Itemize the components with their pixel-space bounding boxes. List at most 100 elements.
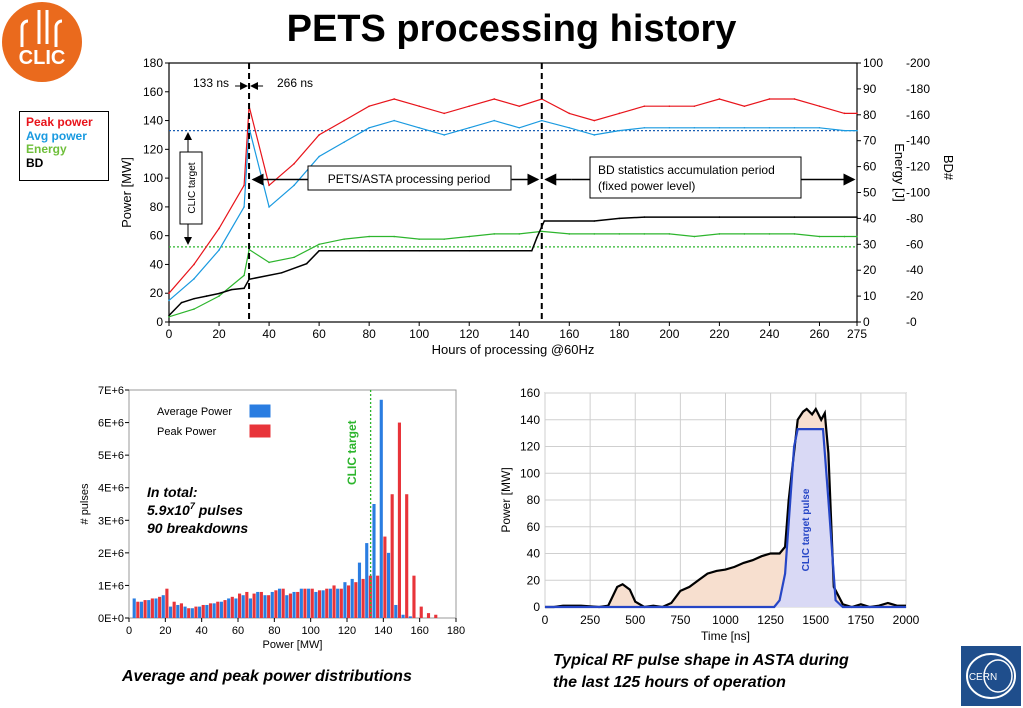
bd-series-point [856, 216, 858, 218]
hist-y-tick-label: 1E+6 [98, 580, 124, 592]
energy-series-point [593, 233, 596, 235]
y-tick-label: 40 [150, 257, 164, 271]
hist-bar-average [205, 604, 209, 618]
bd-series-point [543, 220, 546, 222]
hist-bar-peak [361, 578, 365, 618]
peak-power-series-point [718, 98, 721, 100]
hist-frame [128, 389, 457, 619]
main-legend: Peak power Avg power Energy BD [19, 111, 109, 181]
hist-total-3: 90 breakdowns [147, 520, 248, 536]
caption-pulse-1: Typical RF pulse shape in ASTA during [553, 652, 849, 669]
bd-series-point [318, 249, 320, 252]
y-axis-label: Power [MW] [119, 157, 134, 228]
peak-power-series-point [768, 98, 771, 100]
energy-series-point [818, 235, 821, 238]
legend-energy: Energy [26, 142, 67, 156]
y3-axis-label: BD# [941, 155, 956, 181]
energy-series-point [518, 233, 521, 235]
y3-tick-label: -140 [906, 134, 930, 148]
pulse-y-tick-label: 120 [520, 440, 540, 454]
hist-bar-peak [165, 588, 169, 618]
hist-bar-average [379, 399, 383, 618]
bd-series-point [193, 297, 195, 300]
hist-bar-peak [238, 593, 242, 618]
y3-tick-label: -60 [906, 237, 924, 251]
clic-logo: CLIC [2, 2, 82, 82]
hist-bar-average [270, 591, 274, 618]
hist-bar-average [248, 598, 253, 618]
avg-power-series-point [168, 299, 170, 302]
energy-series-point [193, 308, 195, 310]
x-tick-label: 100 [409, 327, 429, 341]
bd-series-point [368, 249, 370, 252]
peak-power-series-point [568, 112, 571, 115]
energy-series-point [368, 235, 370, 238]
clic-target-pulse-line [545, 427, 906, 609]
hist-bar-peak [216, 601, 220, 618]
annotation-133ns: 133 ns [193, 76, 229, 90]
hist-bar-peak [194, 606, 198, 618]
hist-bar-peak [397, 422, 401, 618]
hist-bar-peak [288, 593, 292, 618]
avg-power-series-point [856, 129, 858, 132]
bd-series-point [205, 295, 208, 297]
avg-power-series-point [818, 126, 821, 129]
x-tick-label: 200 [659, 327, 679, 341]
hist-total-2: 5.9x107 pulses [147, 501, 243, 518]
legend-avg-power: Avg power [26, 128, 87, 143]
hist-bar-average [386, 552, 391, 618]
energy-series-point [293, 256, 295, 259]
hist-x-tick-label: 0 [126, 625, 132, 637]
energy-series-point [318, 243, 320, 246]
avg-power-series-point [393, 119, 395, 122]
hist-bar-peak [332, 585, 336, 618]
pulse-x-tick-label: 250 [580, 613, 600, 627]
hist-bar-average [212, 603, 216, 618]
energy-series [168, 230, 857, 318]
peak-power-series-point [243, 184, 245, 187]
clic-target-pulse-fill [545, 429, 906, 607]
x-tick-label: 20 [212, 327, 226, 341]
energy-series-point [468, 235, 471, 238]
peak-power-series-point [593, 119, 596, 122]
hist-bar-average [394, 604, 398, 618]
hist-total-1: In total: [147, 484, 198, 500]
energy-series-point [843, 235, 846, 238]
hist-bar-average [314, 591, 318, 618]
peak-power-series-point [668, 105, 671, 107]
pulse-y-tick-label: 40 [527, 547, 541, 561]
y-tick-label: 140 [143, 114, 163, 128]
pulse-y-tick-label: 60 [527, 520, 541, 534]
hist-y-tick-label: 7E+6 [98, 385, 124, 397]
peak-power-series-point [743, 105, 746, 107]
y3-tick-label: -200 [906, 56, 930, 70]
y-tick-label: 80 [150, 200, 164, 214]
energy-series-point [443, 238, 446, 240]
x-tick-label: 0 [166, 327, 173, 341]
hist-bar-peak [419, 606, 423, 618]
hist-bar-peak [376, 575, 380, 618]
energy-series-point [718, 233, 721, 235]
peak-power-series-point [856, 112, 858, 115]
hist-bar-average [176, 604, 180, 618]
pulse-x-tick-label: 1000 [712, 613, 739, 627]
avg-power-series-point [243, 206, 245, 208]
hist-y-tick-label: 6E+6 [98, 418, 124, 430]
peak-power-series-point [193, 263, 195, 266]
bd-series-point [243, 287, 245, 290]
hist-bar-average [241, 595, 245, 618]
pulse-x-tick-label: 1500 [802, 613, 829, 627]
hist-x-tick-label: 160 [410, 625, 428, 637]
energy-series-point [743, 233, 746, 235]
hist-bar-peak [390, 494, 394, 618]
energy-series-point [243, 274, 245, 277]
x-tick-label: 220 [709, 327, 729, 341]
pulse-x-tick-label: 1250 [757, 613, 784, 627]
hist-x-tick-label: 20 [159, 625, 171, 637]
hist-bar-peak [281, 588, 285, 618]
bd-series-point [535, 237, 538, 239]
bd-period-label-1: BD statistics accumulation period [598, 163, 775, 177]
hist-y-tick-label: 5E+6 [98, 450, 124, 462]
peak-power-series-point [293, 162, 295, 165]
bd-period-box [589, 156, 802, 199]
